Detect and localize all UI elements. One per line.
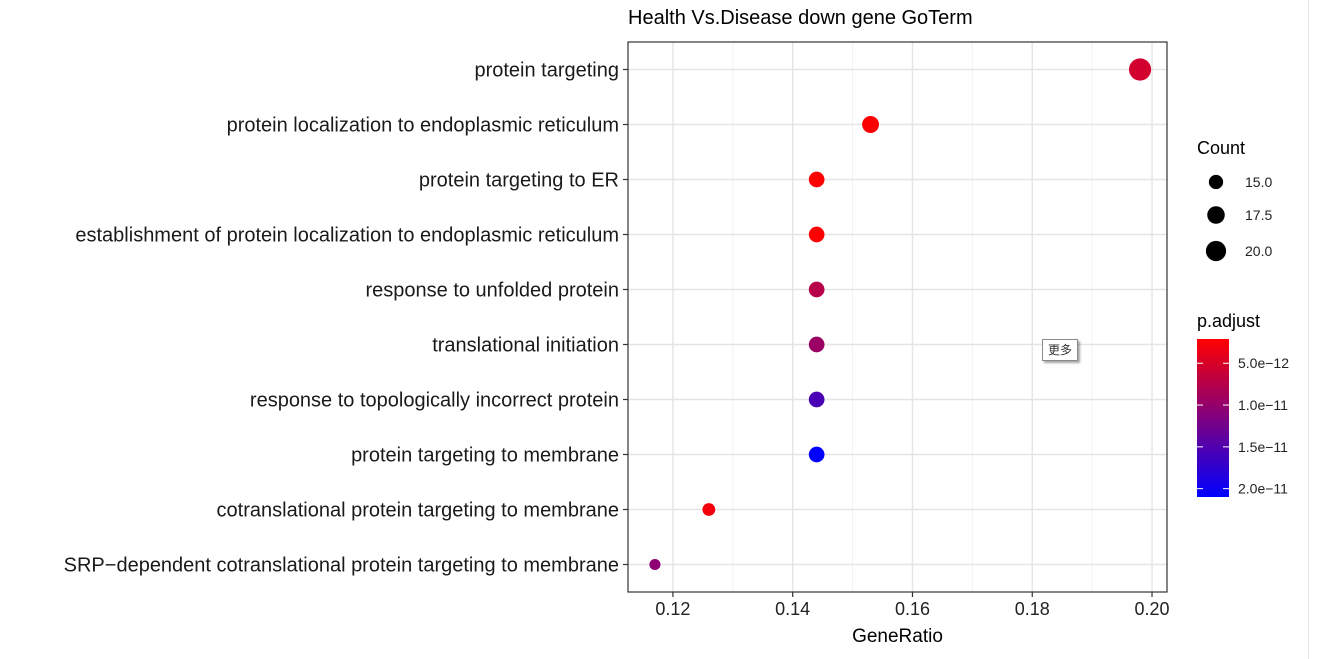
count-legend-dot xyxy=(1205,240,1227,262)
data-point xyxy=(649,558,661,571)
count-legend-dot xyxy=(1208,174,1224,190)
y-tick-label: response to topologically incorrect prot… xyxy=(250,390,619,412)
y-tick-label: response to unfolded protein xyxy=(365,280,619,302)
data-point xyxy=(808,446,825,463)
plot-panel xyxy=(627,41,1168,593)
x-tick-label: 0.18 xyxy=(1015,599,1050,619)
y-tick-label: cotranslational protein targeting to mem… xyxy=(217,500,619,522)
y-tick-label: protein targeting to membrane xyxy=(351,445,619,467)
count-legend-title: Count xyxy=(1197,138,1245,158)
count-legend-dot xyxy=(1207,206,1225,224)
data-point xyxy=(808,391,825,408)
y-axis: protein targeting protein localization to… xyxy=(64,60,628,577)
y-tick-label: protein targeting to ER xyxy=(419,170,619,192)
count-legend-label: 20.0 xyxy=(1245,243,1272,259)
points-layer xyxy=(649,58,1152,571)
colorbar-label: 2.0e−11 xyxy=(1238,481,1288,497)
data-point xyxy=(808,171,825,188)
p-adjust-legend-title: p.adjust xyxy=(1197,311,1260,331)
y-tick-label: translational initiation xyxy=(432,335,619,357)
x-axis-label: GeneRatio xyxy=(852,626,943,647)
y-tick-label: protein targeting xyxy=(474,60,619,82)
colorbar-label: 1.0e−11 xyxy=(1238,397,1288,413)
data-point xyxy=(1128,58,1152,81)
data-point xyxy=(808,226,825,243)
count-legend-label: 15.0 xyxy=(1245,174,1272,190)
p-adjust-colorbar xyxy=(1197,339,1229,497)
count-legend-label: 17.5 xyxy=(1245,207,1272,223)
chart-title: Health Vs.Disease down gene GoTerm xyxy=(628,7,973,29)
y-tick-label: SRP−dependent cotranslational protein ta… xyxy=(64,555,619,577)
y-tick-label: protein localization to endoplasmic reti… xyxy=(227,115,619,137)
colorbar-label: 1.5e−11 xyxy=(1238,439,1288,455)
right-divider xyxy=(1308,0,1309,659)
x-tick-label: 0.16 xyxy=(895,599,930,619)
more-button[interactable]: 更多 xyxy=(1042,339,1079,361)
x-tick-label: 0.20 xyxy=(1135,599,1170,619)
data-point xyxy=(862,116,880,133)
data-point xyxy=(808,281,825,298)
p-adjust-legend: p.adjust 5.0e−12 1.0e−11 1.5e−11 2.0e−11 xyxy=(1197,311,1289,497)
data-point xyxy=(808,336,825,353)
colorbar-label: 5.0e−12 xyxy=(1238,355,1289,371)
panel-border xyxy=(627,41,1168,593)
data-point xyxy=(702,503,716,516)
x-tick-label: 0.12 xyxy=(655,599,690,619)
y-tick-label: establishment of protein localization to… xyxy=(75,225,619,247)
x-tick-label: 0.14 xyxy=(775,599,810,619)
x-axis: 0.12 0.14 0.16 0.18 0.20 GeneRatio xyxy=(655,592,1170,647)
